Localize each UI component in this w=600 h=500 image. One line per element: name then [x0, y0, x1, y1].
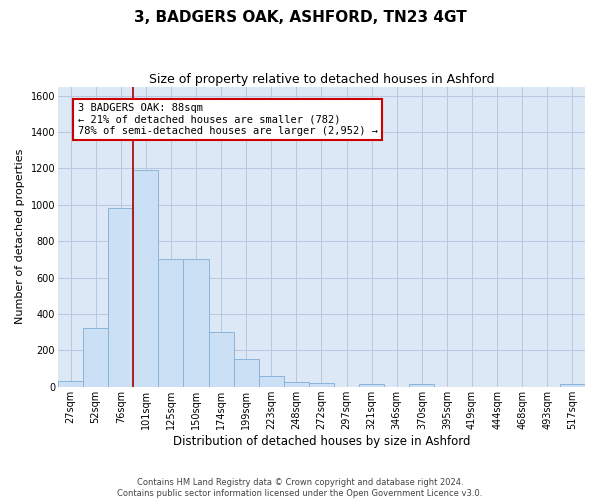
Bar [259, 376, 284, 386]
Bar [209, 332, 233, 386]
Title: Size of property relative to detached houses in Ashford: Size of property relative to detached ho… [149, 72, 494, 86]
Bar [58, 381, 83, 386]
Bar [83, 328, 108, 386]
Bar [309, 384, 334, 386]
Text: 3, BADGERS OAK, ASHFORD, TN23 4GT: 3, BADGERS OAK, ASHFORD, TN23 4GT [134, 10, 466, 25]
Y-axis label: Number of detached properties: Number of detached properties [15, 149, 25, 324]
Bar [108, 208, 133, 386]
Bar [133, 170, 158, 386]
Text: 3 BADGERS OAK: 88sqm
← 21% of detached houses are smaller (782)
78% of semi-deta: 3 BADGERS OAK: 88sqm ← 21% of detached h… [77, 103, 377, 136]
X-axis label: Distribution of detached houses by size in Ashford: Distribution of detached houses by size … [173, 434, 470, 448]
Text: Contains HM Land Registry data © Crown copyright and database right 2024.
Contai: Contains HM Land Registry data © Crown c… [118, 478, 482, 498]
Bar [560, 384, 585, 386]
Bar [359, 384, 384, 386]
Bar [233, 360, 259, 386]
Bar [158, 260, 184, 386]
Bar [184, 260, 209, 386]
Bar [284, 382, 309, 386]
Bar [409, 384, 434, 386]
